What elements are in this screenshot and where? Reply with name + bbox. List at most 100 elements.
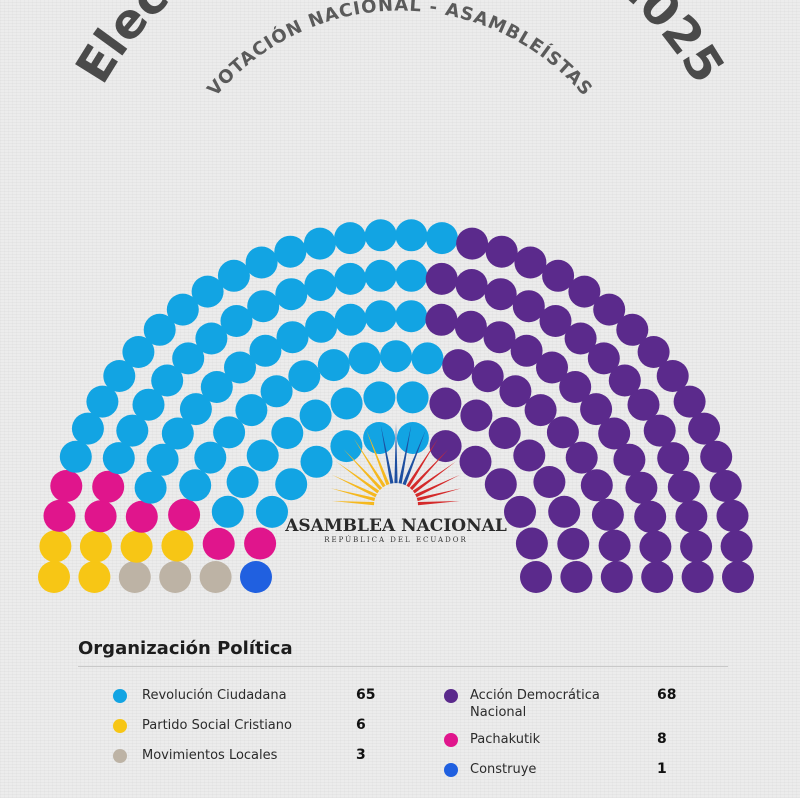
seat-acci-n-democr-tica-nacional [643,414,676,447]
seat-revoluci-n-ciudadana [224,351,256,384]
legend-dot [113,719,127,733]
seat-acci-n-democr-tica-nacional [565,441,598,474]
seat-revoluci-n-ciudadana [363,381,396,414]
seat-revoluci-n-ciudadana [334,262,367,295]
legend-dot [444,733,458,747]
logo-subname: REPÚBLICA DEL ECUADOR [324,535,467,544]
seat-revoluci-n-ciudadana [348,342,381,375]
seat-revoluci-n-ciudadana [304,269,337,301]
seat-revoluci-n-ciudadana [116,414,149,447]
seat-acci-n-democr-tica-nacional [483,321,516,354]
seat-revoluci-n-ciudadana [364,219,397,252]
seat-revoluci-n-ciudadana [246,439,279,472]
seat-revoluci-n-ciudadana [146,443,179,476]
seat-pachakutik [84,500,117,533]
seat-revoluci-n-ciudadana [395,259,428,292]
seat-acci-n-democr-tica-nacional [680,530,713,563]
seat-revoluci-n-ciudadana [300,445,333,478]
seat-revoluci-n-ciudadana [330,387,363,420]
seat-revoluci-n-ciudadana [260,375,293,408]
chart-subtitle: VOTACIÓN NACIONAL - ASAMBLEÍSTAS [203,0,596,100]
seat-partido-social-cristiano [78,561,111,593]
seat-pachakutik [92,470,125,503]
seat-acci-n-democr-tica-nacional [675,500,708,533]
sunburst-ray [343,449,383,491]
legend-label: Construye [470,762,537,777]
seat-acci-n-democr-tica-nacional [512,290,545,323]
asamblea-logo: ASAMBLEA NACIONAL REPÚBLICA DEL ECUADOR [284,423,507,544]
legend-count: 3 [356,747,366,763]
sunburst-emblem-icon [330,423,462,506]
seat-acci-n-democr-tica-nacional [598,529,631,562]
seat-acci-n-democr-tica-nacional [515,527,548,560]
seat-acci-n-democr-tica-nacional [600,561,633,593]
seat-revoluci-n-ciudadana [195,322,228,355]
seat-acci-n-democr-tica-nacional [700,440,733,473]
sunburst-ray [417,501,460,506]
seat-revoluci-n-ciudadana [71,412,104,445]
seat-acci-n-democr-tica-nacional [429,387,462,420]
seat-movimientos-locales [118,561,151,593]
seat-acci-n-democr-tica-nacional [459,445,492,478]
legend-count: 1 [657,761,667,777]
seat-acci-n-democr-tica-nacional [425,262,458,295]
legend-dot [113,689,127,703]
seat-revoluci-n-ciudadana [59,440,92,473]
sunburst-ray [330,488,376,502]
seat-revoluci-n-ciudadana [86,385,119,418]
seat-revoluci-n-ciudadana [334,303,367,336]
legend-item-pachakutik: Pachakutik 8 [444,730,704,760]
seat-acci-n-democr-tica-nacional [667,470,700,503]
seat-acci-n-democr-tica-nacional [681,561,714,593]
legend-label: Partido Social Cristiano [142,718,292,733]
seat-revoluci-n-ciudadana [132,388,165,421]
seat-acci-n-democr-tica-nacional [488,417,521,449]
seat-revoluci-n-ciudadana [179,469,212,502]
sunburst-ray [398,424,412,484]
seat-acci-n-democr-tica-nacional [557,527,590,560]
seat-construye [240,561,272,593]
seat-acci-n-democr-tica-nacional [637,336,670,368]
seat-acci-n-democr-tica-nacional [471,360,504,393]
legend-dot [444,763,458,777]
parliament-chart: Elecciones Generales 2025 VOTACIÓN NACIO… [38,0,754,593]
seat-pachakutik [244,527,277,560]
legend-title: Organización Política [78,638,293,659]
seat-acci-n-democr-tica-nacional [587,342,620,375]
seat-revoluci-n-ciudadana [275,468,308,501]
seat-acci-n-democr-tica-nacional [484,468,517,501]
legend-count: 8 [657,731,667,747]
seat-acci-n-democr-tica-nacional [456,227,489,260]
seat-acci-n-democr-tica-nacional [520,561,552,593]
seat-acci-n-democr-tica-nacional [720,530,753,563]
seat-acci-n-democr-tica-nacional [598,417,631,450]
seat-partido-social-cristiano [38,561,70,593]
sunburst-ray [415,474,461,498]
seat-pachakutik [50,470,83,502]
seat-revoluci-n-ciudadana [235,394,268,427]
sunburst-ray [353,438,386,488]
seat-acci-n-democr-tica-nacional [627,388,660,421]
seat-acci-n-democr-tica-nacional [485,235,518,268]
seat-acci-n-democr-tica-nacional [539,305,572,337]
legend-item-partido-social-cristiano: Partido Social Cristiano 6 [113,716,373,746]
seat-revoluci-n-ciudadana [256,495,288,528]
seat-revoluci-n-ciudadana [200,371,233,403]
seat-acci-n-democr-tica-nacional [536,351,568,384]
seat-revoluci-n-ciudadana [334,222,367,255]
seat-revoluci-n-ciudadana [213,416,246,449]
legend-count: 65 [356,687,376,703]
legend-item-accion-democratica-nacional: Acción Democrática Nacional 68 [444,686,704,730]
seat-group [38,219,754,593]
sunburst-ray [409,449,449,491]
seat-acci-n-democr-tica-nacional [504,495,536,528]
seat-acci-n-democr-tica-nacional [499,375,532,408]
seat-acci-n-democr-tica-nacional [625,471,658,504]
seat-revoluci-n-ciudadana [179,393,212,426]
seat-revoluci-n-ciudadana [276,321,309,354]
seat-revoluci-n-ciudadana [134,471,167,504]
legend-item-construye: Construye 1 [444,760,704,790]
seat-revoluci-n-ciudadana [194,441,227,474]
seat-partido-social-cristiano [79,530,112,563]
seat-revoluci-n-ciudadana [330,430,363,463]
